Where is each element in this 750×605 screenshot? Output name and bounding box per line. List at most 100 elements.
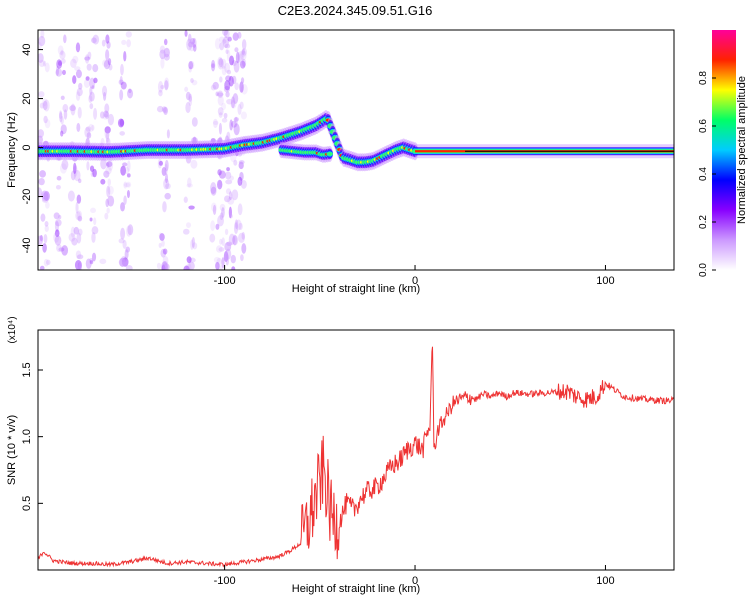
spectrogram-noise-cell [38, 91, 45, 98]
colorbar-tick-label: 0.8 [698, 71, 709, 85]
spectrogram-y-axis-label: Frequency (Hz) [6, 112, 18, 188]
spectrogram-noise-cell [75, 201, 79, 214]
spectrogram-noise-cell [163, 38, 168, 46]
spectrogram-noise-cell [210, 186, 217, 196]
spectrogram-noise-cell [158, 89, 163, 97]
spectrogram-noise-cell [161, 239, 165, 247]
spectrogram-noise-cell [164, 163, 168, 175]
colorbar-ticks: 0.0 0.2 0.4 0.6 0.8 [698, 71, 716, 277]
figure-title: C2E3.2024.345.09.51.G16 [278, 3, 433, 18]
spectrogram-noise-cell [188, 33, 192, 44]
spectrogram-noise-cell [191, 79, 198, 86]
spectrogram-x-tick-label: 100 [596, 275, 614, 287]
spectrogram-noise-cell [224, 228, 229, 235]
spectrogram-ridge-cell [326, 152, 333, 156]
spectrogram-noise-cell [217, 169, 222, 176]
spectrogram-noise-cell [43, 115, 48, 124]
spectrogram-x-axis-label: Height of straight line (km) [292, 283, 420, 295]
spectrogram-noise-cell [59, 163, 67, 174]
spectrogram-noise-cell [88, 95, 93, 103]
spectrogram-noise-cell [162, 106, 168, 114]
spectrogram-noise-cell [238, 232, 245, 243]
spectrogram-noise-cell [120, 81, 127, 90]
spectrogram-noise-cell [54, 229, 60, 237]
spectrogram-noise-cell [229, 119, 233, 131]
spectrogram-noise-cell [56, 59, 63, 69]
spectrogram-noise-cell [165, 183, 171, 190]
spectrogram-noise-cell [158, 160, 164, 166]
spectrogram-noise-cell [156, 262, 162, 269]
spectrogram-noise-cell [67, 190, 75, 202]
snr-x-tick-label: 0 [412, 575, 418, 587]
spectrogram-noise-cell [59, 111, 63, 123]
spectrogram-noise-cell [237, 31, 242, 39]
spectrogram-noise-cell [76, 254, 84, 260]
spectrogram-noise-cell [226, 69, 232, 75]
spectrogram-noise-cell [119, 89, 124, 101]
spectrogram-noise-cell [162, 263, 170, 270]
spectrogram-noise-cell [230, 120, 237, 128]
spectrogram-noise-cell [61, 245, 69, 256]
spectrogram-noise-cell [58, 247, 65, 252]
spectrogram-noise-cell [125, 31, 132, 38]
spectrogram-noise-cell [120, 202, 125, 212]
spectrogram-noise-cell [213, 256, 221, 264]
spectrogram-noise-cell [221, 102, 226, 111]
spectrogram-noise-cell [126, 189, 130, 199]
spectrogram-noise-cell [232, 93, 239, 104]
spectrogram-noise-cell [159, 49, 166, 60]
spectrogram-noise-cell [161, 261, 168, 270]
spectrogram-noise-cell [60, 130, 64, 137]
spectrogram-noise-cell [78, 178, 82, 184]
spectrogram-noise-cell [43, 234, 48, 244]
colorbar-bar [712, 30, 736, 270]
spectrogram-noise-cell [213, 120, 219, 125]
spectrogram-noise-cell [159, 45, 166, 54]
spectrogram-noise-cell [104, 128, 110, 139]
spectrogram-noise-cell [41, 190, 48, 200]
spectrogram-noise-cell [225, 253, 230, 266]
spectrogram-noise-cell [218, 247, 225, 252]
spectrogram-noise-cell [45, 259, 51, 265]
spectrogram-noise-cell [101, 39, 106, 47]
spectrogram-noise-cell [106, 161, 113, 168]
snr-series-line [38, 346, 674, 568]
spectrogram-noise-cell [225, 75, 232, 82]
spectrogram-noise-cell [85, 76, 90, 81]
spectrogram-noise-cell [223, 112, 228, 119]
snr-y-tick-label: 0.5 [21, 496, 33, 511]
spectrogram-noise-cell [105, 49, 110, 61]
spectrogram-noise-cell [163, 47, 170, 58]
spectrogram-y-tick-label: -20 [21, 189, 33, 205]
spectrogram-noise-cell [225, 248, 232, 260]
spectrogram-noise-cell [59, 50, 66, 60]
spectrogram-noise-cell [219, 203, 226, 212]
snr-y-axis-label: SNR (10 * v/v) [6, 415, 18, 485]
spectrogram-noise-cell [233, 60, 240, 73]
spectrogram-noise-cell [91, 85, 95, 90]
spectrogram-noise-cell [59, 110, 63, 119]
spectrogram-noise-cell [90, 207, 97, 214]
spectrogram-noise-cell [235, 51, 240, 64]
spectrogram-noise-cell [224, 43, 231, 49]
spectrogram-noise-cell [212, 204, 217, 215]
spectrogram-noise-cell [75, 211, 81, 221]
spectrogram-noise-cell [224, 195, 231, 203]
spectrogram-noise-cell [55, 65, 59, 76]
spectrogram-noise-cell [122, 162, 128, 167]
spectrogram-noise-cell [70, 58, 77, 68]
spectrogram-x-tick-label: -100 [214, 275, 236, 287]
spectrogram-noise-cell [62, 104, 69, 113]
spectrogram-noise-cell [107, 185, 114, 195]
spectrogram-noise-cell [76, 232, 82, 244]
spectrogram-noise-cell [215, 245, 223, 253]
spectrogram-noise-cell [38, 129, 44, 138]
spectrogram-noise-cell [55, 184, 61, 190]
spectrogram-noise-cell [90, 171, 95, 177]
spectrogram-noise-cell [53, 232, 60, 243]
spectrogram-noise-cell [126, 39, 131, 48]
spectrogram-noise-cell [223, 30, 230, 39]
spectrogram-noise-cell [231, 266, 236, 270]
spectrogram-noise-cell [217, 265, 223, 270]
spectrogram-noise-cell [162, 255, 169, 266]
